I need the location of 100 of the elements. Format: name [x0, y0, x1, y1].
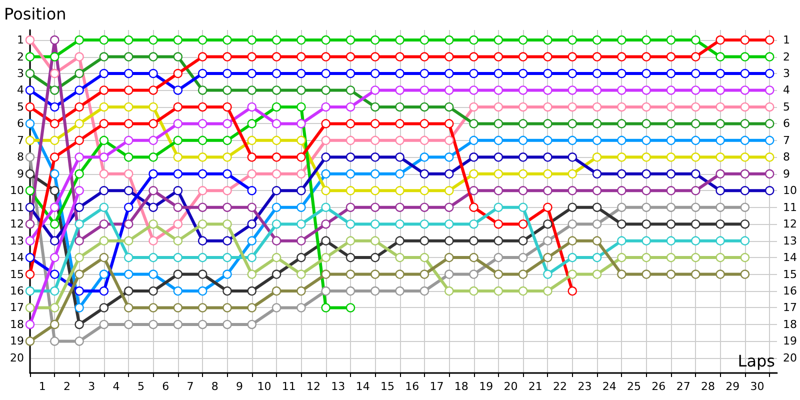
point	[99, 102, 109, 112]
point	[543, 86, 552, 95]
point	[592, 236, 602, 246]
point	[765, 136, 774, 146]
point	[518, 86, 528, 95]
point	[568, 236, 577, 246]
x-tick-label: 15	[380, 380, 394, 393]
point	[642, 169, 651, 178]
point	[296, 186, 306, 196]
point	[518, 119, 528, 128]
point	[370, 286, 380, 296]
point	[444, 202, 454, 212]
x-tick-label: 17	[430, 380, 444, 393]
point	[50, 86, 60, 95]
point	[740, 202, 750, 212]
y2-tick-label: 19	[783, 334, 797, 348]
x-tick-label: 14	[356, 380, 370, 393]
point	[148, 320, 158, 330]
point	[494, 86, 504, 95]
point	[247, 152, 256, 162]
point	[420, 152, 430, 162]
point	[321, 286, 330, 296]
y2-tick-label: 10	[783, 184, 797, 198]
point	[148, 186, 158, 196]
point	[124, 35, 134, 45]
point	[469, 68, 478, 78]
point	[666, 152, 676, 162]
point	[666, 202, 676, 212]
point	[148, 219, 158, 229]
point	[370, 136, 380, 146]
point	[666, 68, 676, 78]
point	[617, 186, 626, 196]
point	[666, 169, 676, 178]
point	[198, 186, 208, 196]
y-tick-label: 7	[17, 134, 24, 147]
x-tick-label: 13	[331, 380, 346, 393]
point	[272, 169, 282, 178]
x-tick-label: 12	[306, 380, 321, 393]
point	[50, 202, 60, 212]
point	[543, 152, 552, 162]
point	[50, 102, 60, 112]
point	[494, 102, 504, 112]
y-tick-label: 14	[10, 251, 24, 264]
point	[765, 68, 774, 78]
point	[592, 68, 602, 78]
point	[370, 219, 380, 229]
x-tick-label: 1	[38, 380, 46, 393]
point	[617, 219, 626, 229]
point	[444, 286, 454, 296]
point	[296, 303, 306, 312]
point	[666, 86, 676, 95]
point	[173, 52, 183, 62]
point	[444, 236, 454, 246]
point	[222, 169, 232, 178]
point	[198, 219, 208, 229]
point	[222, 52, 232, 62]
point	[395, 202, 404, 212]
point	[50, 119, 60, 128]
point	[346, 303, 356, 312]
point	[592, 202, 602, 212]
point	[74, 35, 84, 45]
point	[50, 219, 60, 229]
point	[691, 236, 700, 246]
point	[395, 52, 404, 62]
point	[716, 219, 725, 229]
point	[518, 152, 528, 162]
point	[469, 152, 478, 162]
point	[666, 119, 676, 128]
y-tick-label: 4	[17, 84, 24, 97]
point	[617, 236, 626, 246]
point	[25, 219, 35, 229]
point	[296, 270, 306, 279]
x-tick-label: 7	[186, 380, 194, 393]
point	[74, 102, 84, 112]
point	[765, 119, 774, 128]
point	[370, 35, 380, 45]
point	[666, 236, 676, 246]
point	[296, 286, 306, 296]
point	[50, 186, 60, 196]
point	[272, 152, 282, 162]
point	[148, 152, 158, 162]
point	[420, 286, 430, 296]
point	[518, 52, 528, 62]
y2-tick-label: 8	[783, 150, 790, 164]
point	[420, 252, 430, 262]
point	[124, 286, 134, 296]
point	[222, 320, 232, 330]
point	[716, 270, 725, 279]
point	[420, 236, 430, 246]
point	[716, 202, 725, 212]
point	[222, 270, 232, 279]
point	[321, 202, 330, 212]
point	[74, 68, 84, 78]
point	[124, 252, 134, 262]
point	[691, 136, 700, 146]
point	[296, 202, 306, 212]
x-tick-label: 8	[211, 380, 218, 393]
point	[321, 252, 330, 262]
point	[642, 252, 651, 262]
point	[321, 186, 330, 196]
